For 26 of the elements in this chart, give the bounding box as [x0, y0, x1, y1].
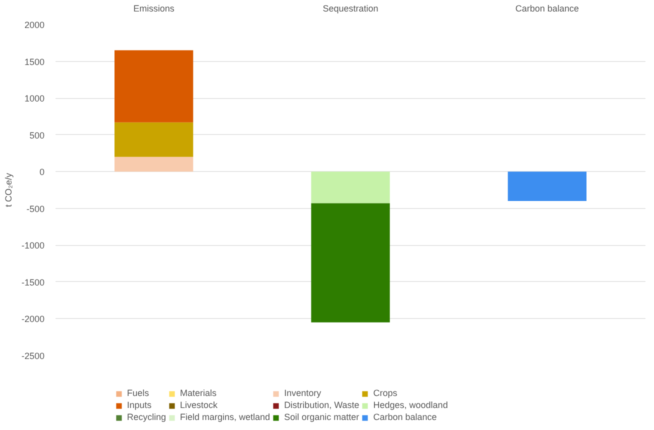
legend-label: Field margins, wetland	[180, 412, 270, 422]
y-axis-title: t CO₂e/y	[3, 172, 14, 207]
legend-label: Fuels	[127, 388, 150, 398]
y-tick-label: 1000	[24, 94, 45, 104]
legend-label: Inputs	[127, 400, 152, 410]
y-tick-label: -500	[26, 204, 44, 214]
legend-label: Recycling	[127, 412, 166, 422]
y-tick-label: -1500	[21, 277, 45, 288]
y-tick-label: -1000	[21, 240, 45, 251]
legend-label: Crops	[373, 388, 398, 398]
y-tick-label: 2000	[24, 20, 45, 30]
y-tick-label: 0	[39, 167, 45, 178]
x-tick-label: Carbon balance	[515, 4, 579, 14]
legend-label: Carbon balance	[373, 412, 437, 422]
legend-label: Soil organic matter	[284, 412, 360, 422]
legend-label: Hedges, woodland	[373, 400, 448, 410]
x-tick-label: Sequestration	[322, 4, 378, 14]
y-tick-label: 500	[29, 130, 45, 140]
legend-label: Inventory	[284, 388, 322, 398]
x-tick-label: Emissions	[133, 4, 175, 14]
legend-label: Materials	[180, 388, 217, 398]
legend-label: Distribution, Waste	[284, 400, 360, 410]
legend-label: Livestock	[180, 400, 218, 410]
y-tick-label: -2000	[21, 314, 45, 324]
y-tick-label: 1500	[24, 56, 45, 67]
y-tick-label: -2500	[21, 351, 45, 361]
